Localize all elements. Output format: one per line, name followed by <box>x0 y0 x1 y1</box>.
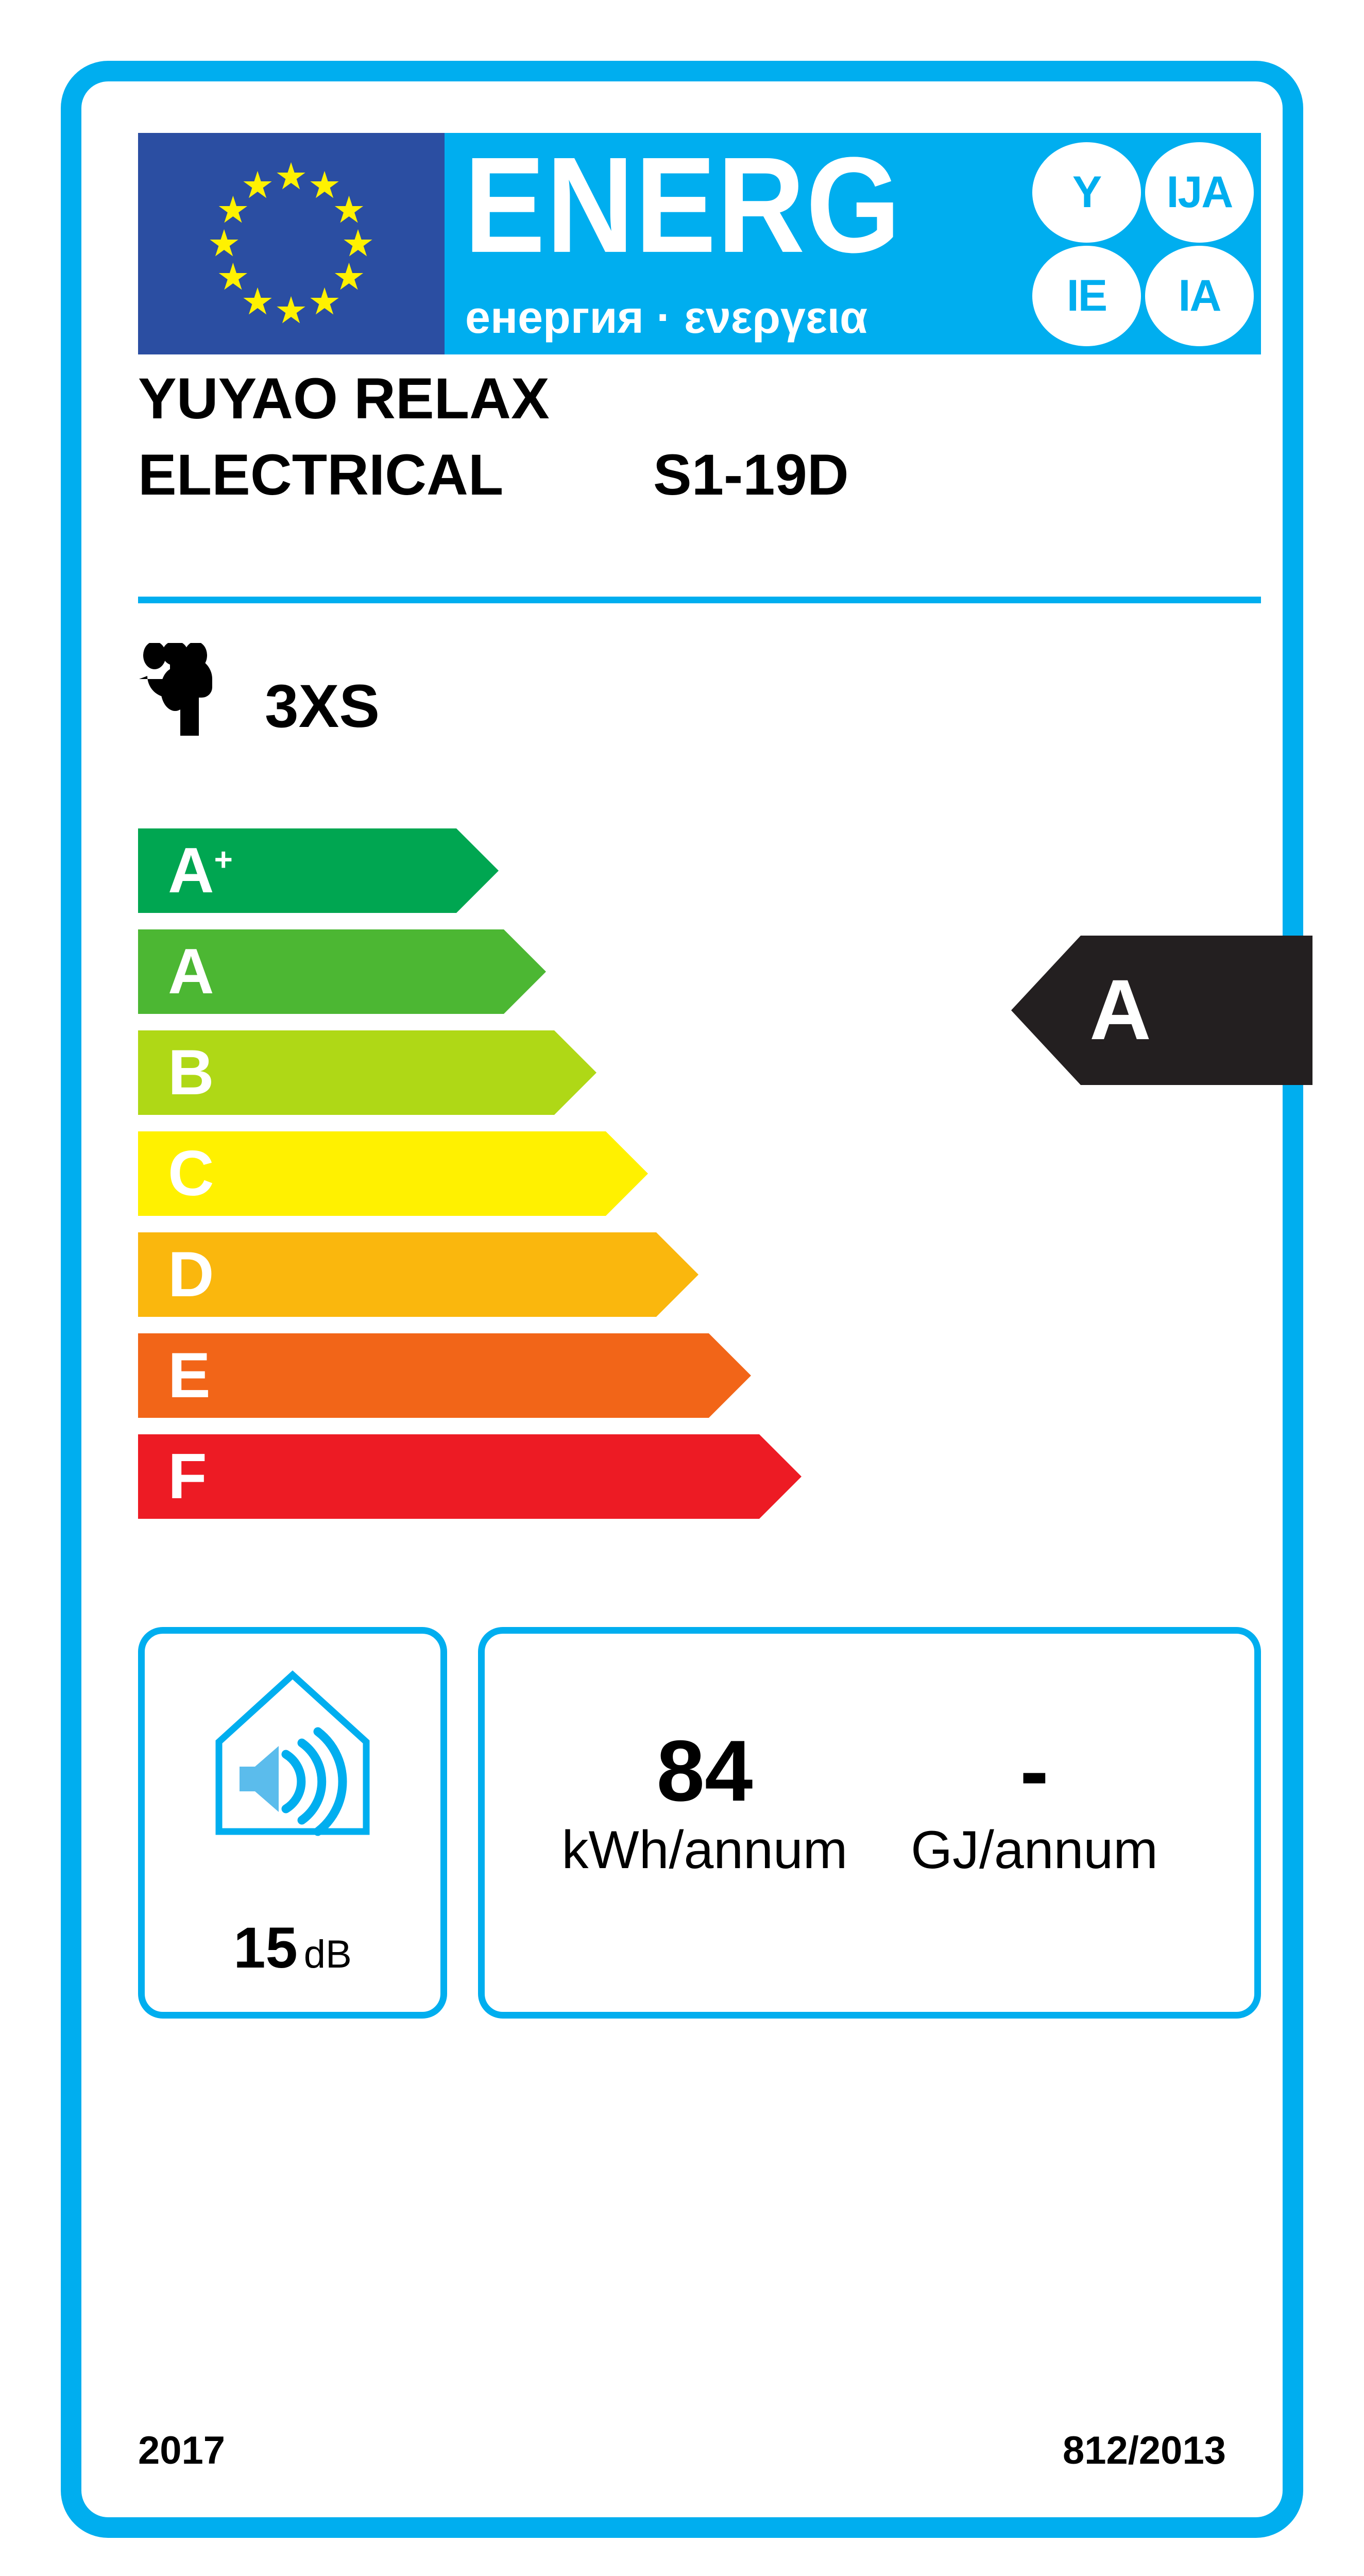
energy-class-band-d: D <box>138 1232 698 1317</box>
noise-readout: 15 dB <box>145 1914 440 1981</box>
eu-flag-star: ★ <box>341 223 375 264</box>
band-arrow-tip <box>759 1434 802 1519</box>
load-profile-value: 3XS <box>265 672 380 740</box>
noise-box: 15 dB <box>138 1627 447 2019</box>
eu-flag-star: ★ <box>241 281 275 323</box>
band-arrow-tip <box>606 1131 648 1216</box>
band-class-letter: E <box>168 1340 211 1411</box>
eu-flag: ★ ★ ★ ★ ★ ★ ★ ★ ★ ★ ★ ★ <box>138 133 445 354</box>
badge-ia: IA <box>1145 246 1254 346</box>
noise-value: 15 <box>233 1916 298 1980</box>
band-class-letter: C <box>168 1138 214 1209</box>
energy-label-content: ★ ★ ★ ★ ★ ★ ★ ★ ★ ★ ★ ★ ENERG енергия · ενεργεια Y … <box>81 81 1312 2517</box>
fuel-consumption-column: - GJ/annum <box>869 1726 1199 1881</box>
eu-flag-star: ★ <box>308 165 342 207</box>
eu-flag-star: ★ <box>332 257 366 298</box>
electric-consumption-column: 84 kWh/annum <box>540 1726 869 1881</box>
energ-logo-block: ENERG енергия · ενεργεια Y IJA IE IA <box>445 133 1261 354</box>
band-body <box>138 828 456 913</box>
band-body <box>138 1030 554 1115</box>
eu-flag-star: ★ <box>216 190 250 231</box>
supplier-name-line2: ELECTRICAL <box>138 443 504 507</box>
badge-ija: IJA <box>1145 142 1254 243</box>
eu-flag-star: ★ <box>332 190 366 231</box>
energy-label-frame: ★ ★ ★ ★ ★ ★ ★ ★ ★ ★ ★ ★ ENERG енергия · ενεργεια Y … <box>61 61 1312 2538</box>
eu-flag-star: ★ <box>216 257 250 298</box>
energy-class-band-b: B <box>138 1030 596 1115</box>
info-boxes: 15 dB 84 kWh/annum - GJ/annum <box>138 1627 1261 2019</box>
band-arrow-tip <box>504 929 546 1014</box>
rating-class-letter: A <box>1089 962 1151 1058</box>
eu-flag-star: ★ <box>241 165 275 207</box>
eu-flag-star: ★ <box>274 156 308 197</box>
eu-flag-star: ★ <box>308 281 342 323</box>
band-class-letter: A <box>168 936 214 1007</box>
energ-wordmark: ENERG <box>464 133 902 281</box>
band-arrow-tip <box>656 1232 698 1317</box>
tap-icon <box>139 643 212 736</box>
model-identifier: S1-19D <box>653 443 849 507</box>
band-arrow-tip <box>709 1333 751 1418</box>
house-sound-icon <box>215 1670 370 1836</box>
supplier-name-line1: YUYAO RELAX <box>138 366 550 431</box>
energy-class-band-f: F <box>138 1434 802 1519</box>
band-class-letter: D <box>168 1239 214 1310</box>
language-badge-grid: Y IJA IE IA <box>1032 142 1254 346</box>
rating-arrow: A <box>1011 936 1312 1085</box>
label-year: 2017 <box>138 2429 226 2472</box>
energy-class-band-a: A <box>138 929 546 1014</box>
energy-consumption-box: 84 kWh/annum - GJ/annum <box>478 1627 1261 2019</box>
band-class-letter: F <box>168 1441 207 1512</box>
energy-class-band-aplus: A+ <box>138 828 499 913</box>
badge-ie: IE <box>1032 246 1141 346</box>
energy-class-scale: A+ A B C D E F <box>81 828 1283 1560</box>
band-body <box>138 1131 606 1216</box>
band-body <box>138 1333 709 1418</box>
regulation-number: 812/2013 <box>1063 2429 1226 2472</box>
energy-consumption-values: 84 kWh/annum - GJ/annum <box>485 1726 1254 1881</box>
eu-flag-star: ★ <box>207 223 241 264</box>
band-arrow-tip <box>554 1030 596 1115</box>
energy-class-band-c: C <box>138 1131 648 1216</box>
electric-consumption-value: 84 <box>656 1722 753 1819</box>
noise-unit: dB <box>303 1933 352 1976</box>
label-header: ★ ★ ★ ★ ★ ★ ★ ★ ★ ★ ★ ★ ENERG енергия · ενεργεια Y … <box>138 133 1261 354</box>
band-arrow-tip <box>456 828 499 913</box>
band-body <box>138 1434 759 1519</box>
band-body <box>138 1232 656 1317</box>
energy-class-band-e: E <box>138 1333 751 1418</box>
energ-subtitle: енергия · ενεργεια <box>465 292 868 343</box>
eu-flag-star: ★ <box>274 290 308 331</box>
badge-y: Y <box>1032 142 1141 243</box>
band-class-letter: A+ <box>168 835 233 906</box>
header-divider <box>138 597 1261 603</box>
fuel-consumption-value: - <box>1020 1722 1049 1819</box>
supplier-and-model: YUYAO RELAX ELECTRICAL S1-19D <box>138 370 1261 524</box>
load-profile: 3XS <box>139 622 380 741</box>
band-body <box>138 929 504 1014</box>
fuel-consumption-unit: GJ/annum <box>911 1820 1158 1880</box>
band-class-letter: B <box>168 1037 214 1108</box>
electric-consumption-unit: kWh/annum <box>561 1820 848 1880</box>
